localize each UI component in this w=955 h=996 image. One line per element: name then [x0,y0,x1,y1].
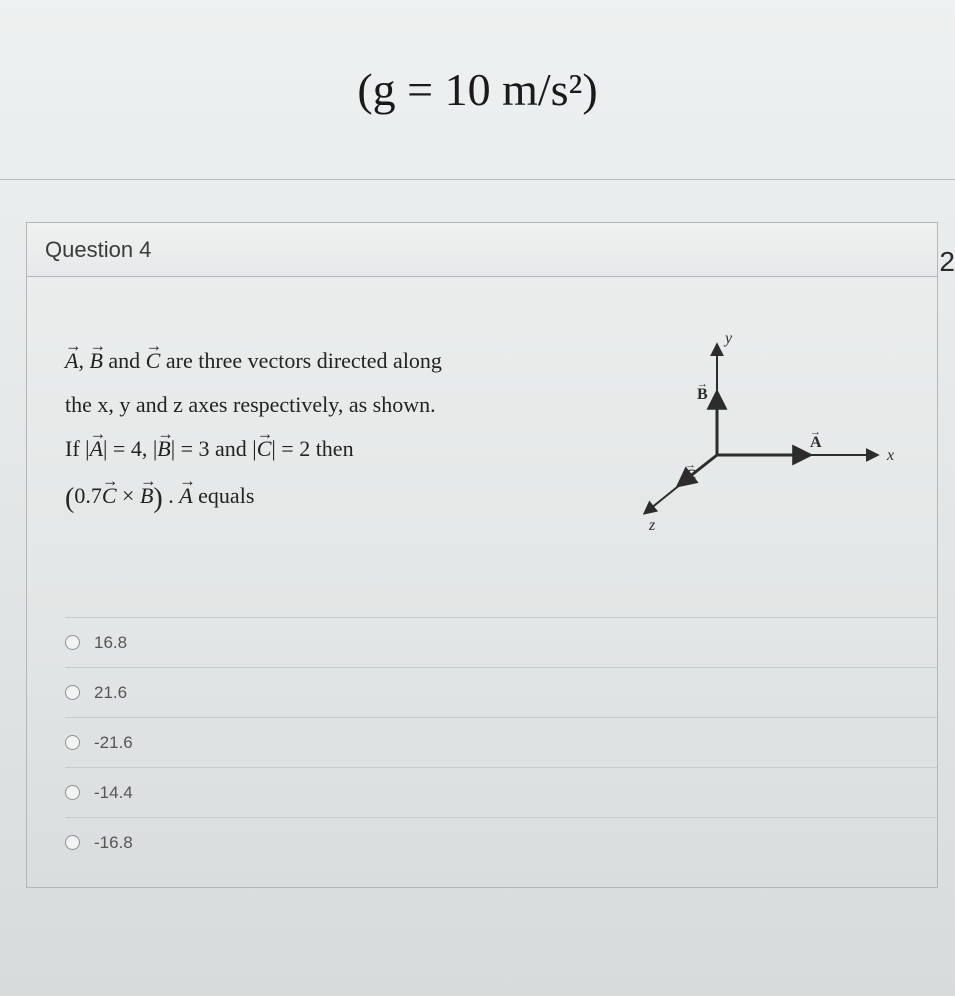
vector-b-2: B [157,427,170,471]
radio-icon[interactable] [65,735,80,750]
option-row[interactable]: 16.8 [65,617,937,667]
vector-c-2: C [257,427,272,471]
expr-cross: × [117,483,140,508]
radio-icon[interactable] [65,835,80,850]
b-label-arrow-icon: → [697,378,708,390]
vector-b: B [89,339,102,383]
option-label: -16.8 [94,833,133,853]
stem-line2: the x, y and z axes respectively, as sho… [65,392,436,417]
page-header: (g = 10 m/s²) [0,0,955,180]
option-label: 16.8 [94,633,127,653]
expr-dot: . [163,483,180,508]
option-label: -14.4 [94,783,133,803]
z-axis-label: z [648,517,656,534]
x-axis-label: x [886,447,894,464]
vector-a-3: A [179,474,192,518]
c-label-arrow-icon: → [685,459,696,471]
radio-icon[interactable] [65,685,80,700]
option-label: 21.6 [94,683,127,703]
option-row[interactable]: -16.8 [65,817,937,867]
header-formula: (g = 10 m/s²) [357,63,597,116]
eq-c: = 2 then [276,436,354,461]
axes-diagram: y B A x C z → → → [597,325,907,545]
options-list: 16.8 21.6 -21.6 -14.4 -16.8 [27,607,937,887]
eq-b: = 3 and [175,436,252,461]
vector-c: C [146,339,161,383]
option-label: -21.6 [94,733,133,753]
option-row[interactable]: 21.6 [65,667,937,717]
option-row[interactable]: -21.6 [65,717,937,767]
cutoff-points-char: 2 [939,235,955,289]
expr-open: 0.7 [74,483,102,508]
option-row[interactable]: -14.4 [65,767,937,817]
eq-a: = 4, [107,436,152,461]
stem-if: If [65,436,85,461]
sep-and: and [103,348,146,373]
question-titlebar: Question 4 2 [27,223,937,277]
page-root: (g = 10 m/s²) Question 4 2 A, B and C ar… [0,0,955,996]
radio-icon[interactable] [65,785,80,800]
y-axis-label: y [723,330,733,347]
question-card: Question 4 2 A, B and C are three vector… [26,222,938,888]
a-label-arrow-icon: → [810,426,821,438]
vector-b-3: B [140,474,153,518]
expr-tail: equals [193,483,255,508]
radio-icon[interactable] [65,635,80,650]
stem-line1-tail: are three vectors directed along [160,348,442,373]
question-number-label: Question 4 [45,237,151,262]
vector-c-3: C [102,474,117,518]
question-stem: A, B and C are three vectors directed al… [65,339,605,527]
vector-a: A [65,339,78,383]
question-body: A, B and C are three vectors directed al… [27,277,937,607]
